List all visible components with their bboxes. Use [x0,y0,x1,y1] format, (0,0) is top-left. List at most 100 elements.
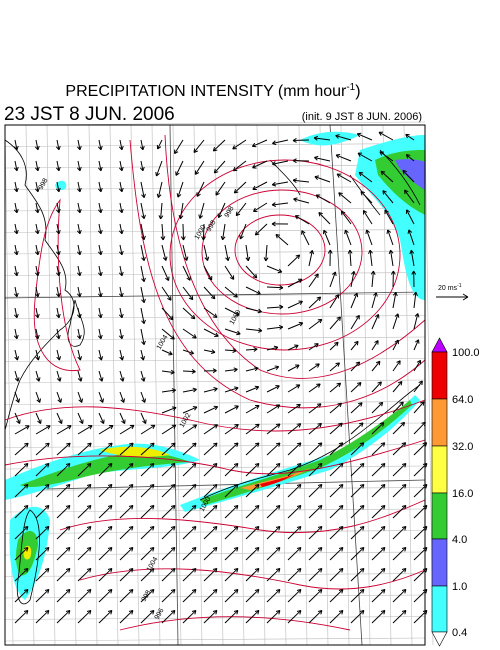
wind-vector-head [191,483,197,489]
wind-vector-head [409,249,415,255]
wind-vector [329,271,336,288]
wind-vector-head [334,294,340,299]
wind-vector-head [56,377,62,382]
wind-vector [203,307,218,318]
wind-vector-head [420,401,425,406]
wind-vector [161,568,176,582]
wind-vector-head [191,546,197,552]
wind-vector-head [170,525,176,531]
wind-vector-head [380,483,386,489]
wind-vector-head [380,462,386,468]
wind-vector-head [192,387,197,393]
wind-vector-head [100,419,105,424]
wind-vector [182,526,197,540]
wind-vector [196,181,205,197]
wind-vector-head [212,546,218,552]
wind-vector-head [373,292,378,297]
wind-vector [213,139,226,152]
wind-vector-head [316,383,321,388]
wind-vector [98,589,113,603]
wind-vector-head [396,360,401,365]
wind-vector-head [254,385,260,391]
wind-vector-head [128,483,134,489]
wind-vector-head [386,229,392,234]
wind-vector [392,589,407,603]
wind-vector-head [119,356,125,361]
wind-vector-head [405,209,411,214]
wind-vector [245,484,260,498]
wind-vector [349,250,352,267]
wind-vector-head [107,504,113,510]
wind-vector [392,442,407,456]
wind-vector [369,250,373,267]
wind-vector [193,139,205,153]
wind-vector [182,406,198,414]
wind-vector-head [380,170,386,176]
wind-vector [405,154,415,162]
wind-vector [335,154,352,162]
wind-vector [160,202,163,219]
wind-vector [98,442,113,456]
wind-vector [175,160,184,176]
wind-vector [14,307,18,318]
wind-vector-head [296,442,302,447]
wind-vector [360,191,373,204]
wind-vector [266,568,281,582]
wind-vector [77,610,92,624]
wind-vector-head [67,425,72,430]
wind-vector [214,160,226,174]
wind-vector [119,328,123,339]
wind-vector-head [212,483,218,489]
wind-vector [215,181,226,196]
map-frame [4,124,426,646]
wind-vector-head [217,213,223,219]
wind-vector-head [254,230,260,236]
colorbar-segment [431,492,448,540]
wind-vector-head [13,187,19,193]
wind-vector-head [107,462,113,468]
grid-line [4,250,426,255]
wind-vector-head [118,187,124,193]
wind-vector-head [210,349,216,355]
wind-vector-head [118,166,124,172]
wind-vector [119,589,134,603]
wind-vector [308,250,313,267]
wind-vector [245,423,260,435]
wind-vector [371,526,386,540]
wind-vector-head [414,313,420,318]
wind-vector [371,547,386,561]
wind-vector-head [118,208,124,214]
wind-vector-head [77,377,83,382]
wind-vector [140,370,145,382]
wind-vector-head [401,546,407,552]
wind-vector [245,568,260,582]
wind-vector [161,265,170,281]
wind-vector-head [414,339,420,344]
wind-vector-head [392,291,398,297]
colorbar: 100.0 64.0 32.0 16.0 4.0 1.0 0.4 [431,337,480,647]
wind-vector [119,370,124,382]
wind-vector-head [338,588,344,594]
wind-vector [335,135,352,141]
wind-vector [224,368,238,372]
wind-vector-head [86,546,92,552]
wind-vector-head [213,168,219,174]
wind-vector-head [16,419,21,424]
wind-vector [14,526,29,540]
wind-vector [329,484,344,498]
wind-vector [14,286,18,297]
wind-vector [380,170,394,183]
wind-vector-head [294,215,300,220]
wind-vector-head [86,588,92,594]
wind-vector [379,151,394,162]
wind-vector-head [97,208,103,214]
wind-vector [287,278,303,288]
wind-vector [77,589,92,603]
wind-vector-head [23,609,29,615]
wind-vector [315,194,331,204]
wind-vector-head [44,462,50,468]
wind-vector-head [296,504,302,510]
wind-vector [161,442,176,456]
wind-vector-head [255,404,260,410]
